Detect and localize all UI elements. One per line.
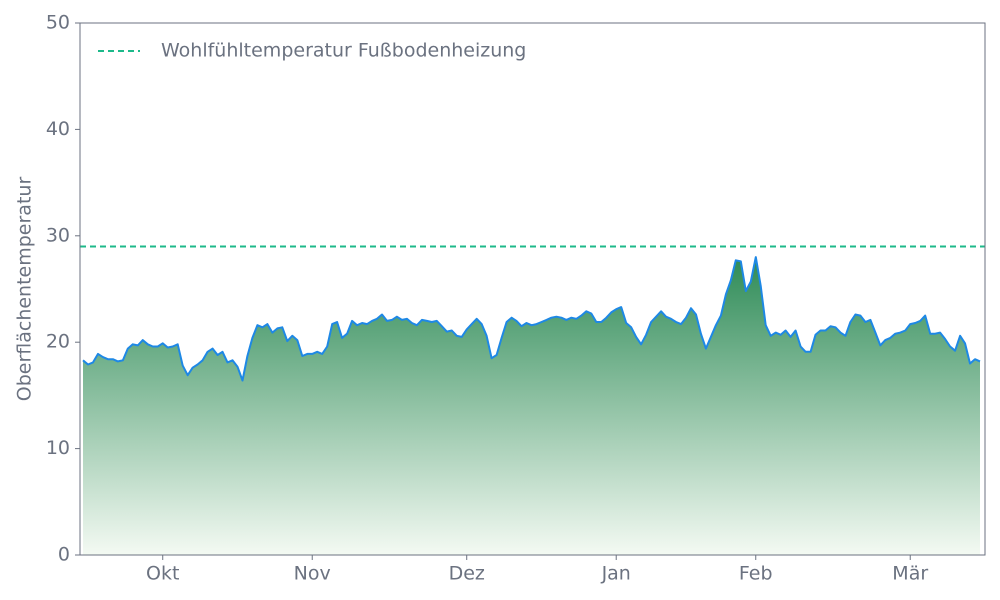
x-tick-label: Jan xyxy=(601,563,631,585)
y-tick-label: 10 xyxy=(46,437,70,459)
y-tick-label: 20 xyxy=(46,331,70,353)
legend-label: Wohlfühltemperatur Fußbodenheizung xyxy=(161,40,526,62)
x-tick-label: Mär xyxy=(892,563,928,585)
line xyxy=(82,256,981,382)
y-tick-label: 50 xyxy=(46,12,70,34)
area-fill xyxy=(83,257,980,555)
x-tick-label: Feb xyxy=(739,563,773,585)
y-tick-label: 30 xyxy=(46,224,70,246)
x-tick-label: Dez xyxy=(449,563,485,585)
x-tick-label: Nov xyxy=(294,563,331,585)
y-tick-label: 0 xyxy=(58,544,70,566)
y-tick-label: 40 xyxy=(46,118,70,140)
x-tick-label: Okt xyxy=(146,563,179,585)
plot-frame xyxy=(79,22,986,556)
y-axis-label: Oberflächentemperatur xyxy=(14,177,36,402)
